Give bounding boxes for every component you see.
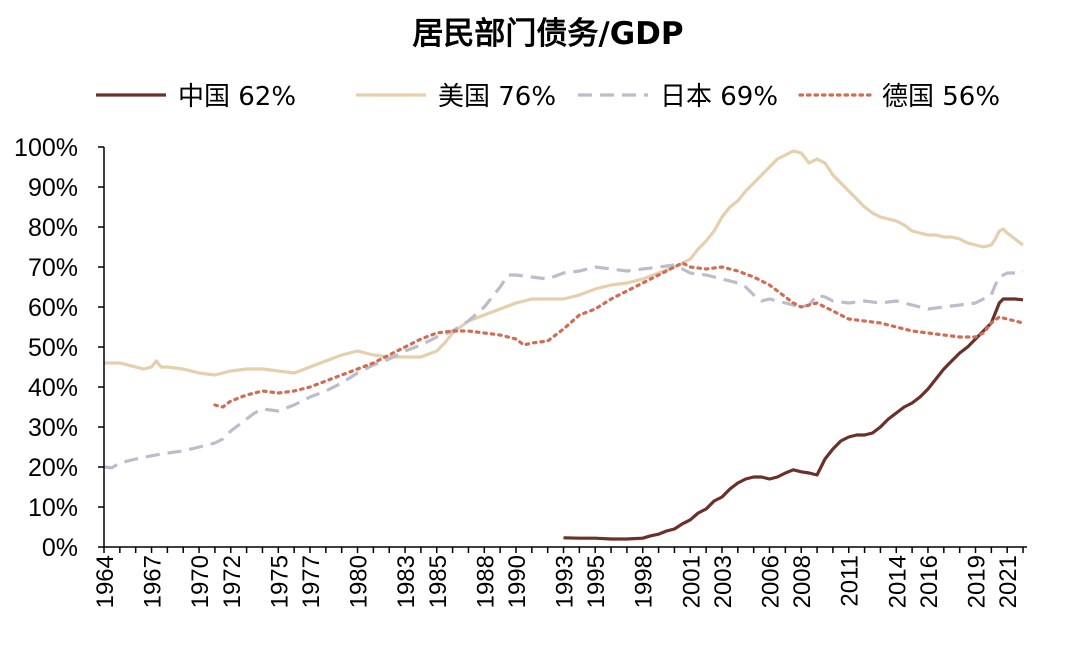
x-tick-label: 1977: [298, 555, 325, 608]
y-tick-label: 70%: [28, 254, 78, 282]
x-tick-label: 1964: [92, 555, 119, 608]
x-tick-label: 1998: [631, 555, 658, 608]
x-tick-label: 1980: [346, 555, 373, 608]
x-tick-label: 2011: [837, 555, 864, 607]
x-tick-label: 1975: [266, 555, 293, 608]
legend-label: 美国 76%: [438, 82, 556, 112]
x-tick-label: 2003: [710, 555, 737, 608]
series-layer: [103, 149, 1025, 541]
legend-item-germany: 德国 56%: [798, 82, 1000, 112]
x-tick-label: 1983: [393, 555, 420, 608]
y-tick-label: 0%: [42, 534, 78, 562]
chart-title: 居民部门债务/GDP: [412, 16, 683, 52]
x-tick-label: 2008: [789, 555, 816, 608]
y-tick-label: 30%: [28, 414, 78, 442]
x-tick-label: 2006: [758, 555, 785, 608]
x-tick-label: 2001: [678, 555, 705, 608]
y-tick-label: 40%: [28, 374, 78, 402]
x-tick-label: 1985: [425, 555, 452, 608]
x-tick-label: 1967: [140, 555, 167, 608]
y-tick-label: 20%: [28, 454, 78, 482]
legend-label: 中国 62%: [178, 82, 296, 112]
y-tick-label: 50%: [28, 334, 78, 362]
series-line-china: [563, 297, 1024, 541]
x-tick-label: 2016: [916, 555, 943, 608]
y-tick-label: 60%: [28, 294, 78, 322]
x-tick-label: 1988: [472, 555, 499, 608]
series-line-usa: [104, 149, 1024, 377]
chart-legend: 中国 62% 美国 76% 日本 69% 德国 56%: [96, 82, 1000, 112]
x-tick-label: 2019: [964, 555, 991, 608]
legend-label: 日本 69%: [660, 82, 778, 112]
legend-label: 德国 56%: [882, 82, 1000, 112]
series-line-japan: [103, 263, 1024, 470]
y-tick-label: 80%: [28, 214, 78, 242]
series-line-germany: [213, 261, 1025, 409]
legend-item-usa: 美国 76%: [356, 82, 556, 112]
y-tick-label: 90%: [28, 174, 78, 202]
y-tick-label: 100%: [14, 134, 78, 162]
chart-axes: 0% 10% 20% 30% 40% 50% 60% 70% 80% 90% 100% 1964 196…: [14, 134, 1027, 608]
legend-item-japan: 日本 69%: [578, 82, 778, 112]
x-tick-label: 2014: [884, 555, 911, 608]
x-tick-label: 2021: [995, 555, 1022, 608]
y-tick-label: 10%: [28, 494, 78, 522]
x-tick-label: 1993: [552, 555, 579, 608]
x-tick-label: 1972: [219, 555, 246, 608]
x-tick-label: 1970: [187, 555, 214, 608]
legend-item-china: 中国 62%: [96, 82, 296, 112]
x-tick-label: 1995: [583, 555, 610, 608]
x-tick-label: 1990: [504, 555, 531, 608]
